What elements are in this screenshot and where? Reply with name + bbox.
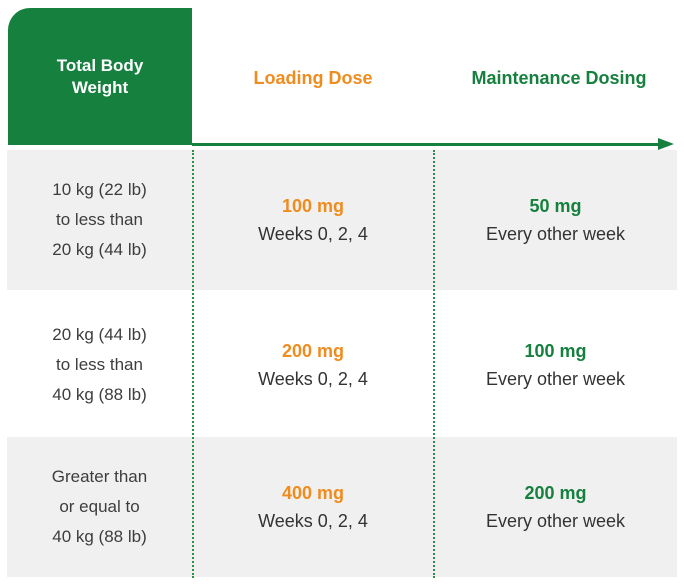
loading-dose-amount: 400 mg xyxy=(281,483,345,503)
maintenance-dose-amount: 50 mg xyxy=(529,196,582,216)
loading-dose-schedule: Weeks 0, 2, 4 xyxy=(258,511,368,531)
weight-line: or equal to xyxy=(59,497,140,516)
weight-line: to less than xyxy=(56,355,143,374)
weight-line: 20 kg (44 lb) xyxy=(52,240,147,259)
loading-dose-schedule: Weeks 0, 2, 4 xyxy=(258,224,368,244)
header-weight-line1: Total Body xyxy=(56,55,144,75)
loading-dose-cell: 100 mg Weeks 0, 2, 4 xyxy=(192,150,434,290)
header-weight-line2: Weight xyxy=(71,77,129,97)
weight-line: to less than xyxy=(56,210,143,229)
timeline-arrow-head-icon xyxy=(658,138,674,150)
weight-line: 20 kg (44 lb) xyxy=(52,325,147,344)
weight-cell: 10 kg (22 lb) to less than 20 kg (44 lb) xyxy=(7,150,192,290)
header-total-body-weight: Total Body Weight xyxy=(8,8,192,145)
weight-line: 10 kg (22 lb) xyxy=(52,180,147,199)
maintenance-dose-amount: 100 mg xyxy=(524,341,587,361)
loading-dose-amount: 200 mg xyxy=(281,341,345,361)
weight-cell: Greater than or equal to 40 kg (88 lb) xyxy=(7,437,192,577)
header-loading-dose: Loading Dose xyxy=(253,67,373,88)
maintenance-dose-schedule: Every other week xyxy=(485,369,626,389)
maintenance-dose-cell: 50 mg Every other week xyxy=(434,150,677,290)
weight-line: 40 kg (88 lb) xyxy=(52,385,147,404)
table-row: 10 kg (22 lb) to less than 20 kg (44 lb)… xyxy=(7,150,677,290)
table-row: 20 kg (44 lb) to less than 40 kg (88 lb)… xyxy=(7,295,677,435)
maintenance-dose-cell: 200 mg Every other week xyxy=(434,437,677,577)
weight-line: 40 kg (88 lb) xyxy=(52,527,147,546)
loading-dose-cell: 200 mg Weeks 0, 2, 4 xyxy=(192,295,434,435)
column-divider xyxy=(433,150,435,578)
maintenance-dose-cell: 100 mg Every other week xyxy=(434,295,677,435)
column-divider xyxy=(192,150,194,578)
header-weight-text: Total Body Weight xyxy=(57,55,144,99)
timeline-arrow-line xyxy=(192,143,662,146)
loading-dose-cell: 400 mg Weeks 0, 2, 4 xyxy=(192,437,434,577)
weight-cell: 20 kg (44 lb) to less than 40 kg (88 lb) xyxy=(7,295,192,435)
loading-dose-amount: 100 mg xyxy=(281,196,345,216)
loading-dose-schedule: Weeks 0, 2, 4 xyxy=(258,369,368,389)
weight-line: Greater than xyxy=(51,467,148,486)
maintenance-dose-schedule: Every other week xyxy=(485,224,626,244)
maintenance-dose-schedule: Every other week xyxy=(485,511,626,531)
maintenance-dose-amount: 200 mg xyxy=(524,483,587,503)
header-maintenance-dosing: Maintenance Dosing xyxy=(471,67,647,88)
table-row: Greater than or equal to 40 kg (88 lb) 4… xyxy=(7,437,677,577)
